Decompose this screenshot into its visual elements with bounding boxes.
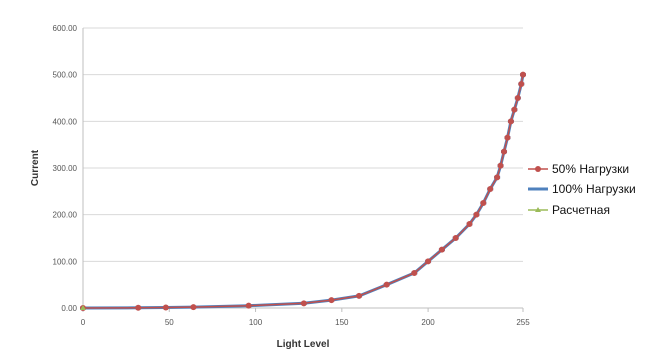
data-point (494, 174, 501, 181)
y-tick-label: 100.00 (53, 257, 78, 266)
data-point (466, 221, 473, 227)
data-point (383, 281, 390, 288)
data-point (507, 118, 514, 125)
plot-area (80, 71, 526, 311)
data-point (518, 81, 525, 87)
legend-item: 50% Нагрузки (528, 162, 629, 176)
data-point (501, 148, 508, 155)
axes (82, 28, 524, 312)
data-point (520, 71, 526, 78)
y-tick-label: 300.00 (53, 164, 78, 173)
legend-marker (535, 166, 541, 172)
x-tick-labels: 0 50 100 150 200 255 (81, 318, 530, 327)
data-point (190, 304, 197, 311)
data-point (497, 162, 504, 169)
series-line (82, 74, 525, 310)
data-point (411, 270, 418, 276)
data-point (452, 235, 459, 241)
x-tick-label: 100 (249, 318, 263, 327)
gridlines (83, 27, 523, 262)
data-point (504, 134, 511, 141)
x-axis-title: Light Level (277, 339, 330, 350)
y-tick-label: 500.00 (53, 71, 78, 80)
data-point (514, 95, 521, 101)
x-tick-label: 200 (421, 318, 435, 327)
data-point (480, 200, 487, 206)
data-point (245, 302, 252, 309)
series-0 (80, 71, 526, 311)
data-point (438, 246, 445, 253)
legend-label: 50% Нагрузки (552, 162, 629, 176)
legend-item: Расчетная (528, 203, 610, 217)
data-point (135, 304, 142, 311)
y-tick-label: 400.00 (53, 117, 78, 126)
data-point (80, 305, 86, 310)
data-point (425, 258, 432, 265)
x-tick-label: 50 (165, 318, 174, 327)
series-1 (80, 73, 526, 310)
x-tick-label: 150 (335, 318, 349, 327)
legend-label: Расчетная (552, 203, 610, 217)
legend-label: 100% Нагрузки (552, 182, 636, 196)
data-point (473, 211, 480, 218)
y-tick-label: 200.00 (53, 211, 78, 220)
data-point (328, 297, 335, 304)
legend-item: 100% Нагрузки (528, 182, 636, 196)
data-point (487, 186, 494, 192)
x-tick-label: 255 (516, 318, 530, 327)
series-2 (80, 305, 86, 310)
legend-marker (535, 207, 541, 212)
data-point (356, 292, 363, 299)
data-point (511, 106, 518, 113)
data-point (300, 300, 307, 307)
legend: 50% Нагрузки 100% Нагрузки Расчетная (528, 162, 636, 217)
x-tick-label: 0 (81, 318, 86, 327)
y-tick-labels: 0.00 100.00 200.00 300.00 400.00 500.00 600.00 (53, 24, 78, 313)
series-line (82, 74, 524, 309)
y-tick-label: 600.00 (53, 24, 78, 33)
y-axis-title: Current (30, 149, 41, 186)
data-point (162, 304, 169, 311)
y-tick-label: 0.00 (61, 304, 77, 313)
